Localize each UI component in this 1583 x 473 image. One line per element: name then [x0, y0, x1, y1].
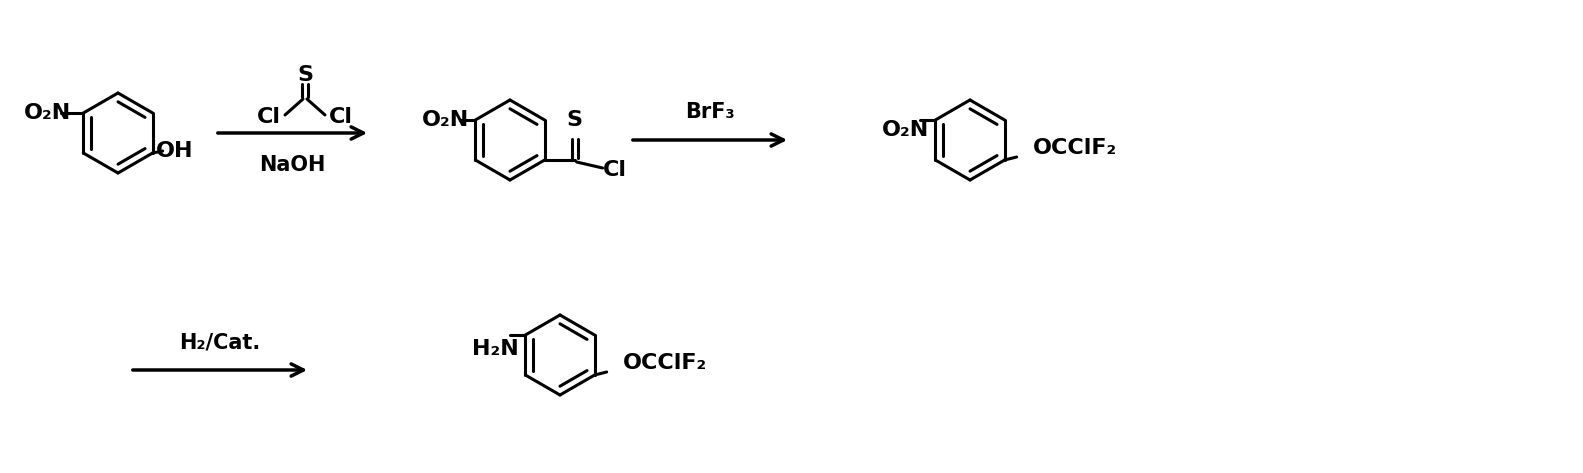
Text: Cl: Cl — [256, 107, 282, 127]
Text: NaOH: NaOH — [260, 155, 326, 175]
Text: O₂N: O₂N — [882, 120, 929, 140]
Text: Cl: Cl — [603, 160, 627, 180]
Text: Cl: Cl — [329, 107, 353, 127]
Text: OCClF₂: OCClF₂ — [1032, 138, 1116, 158]
Text: H₂/Cat.: H₂/Cat. — [179, 332, 261, 352]
Text: H₂N: H₂N — [472, 339, 519, 359]
Text: OH: OH — [155, 141, 193, 161]
Text: O₂N: O₂N — [24, 103, 71, 123]
Text: O₂N: O₂N — [421, 110, 469, 130]
Text: S: S — [298, 65, 313, 85]
Text: BrF₃: BrF₃ — [685, 102, 735, 122]
Text: OCClF₂: OCClF₂ — [622, 353, 706, 373]
Text: S: S — [567, 110, 583, 130]
